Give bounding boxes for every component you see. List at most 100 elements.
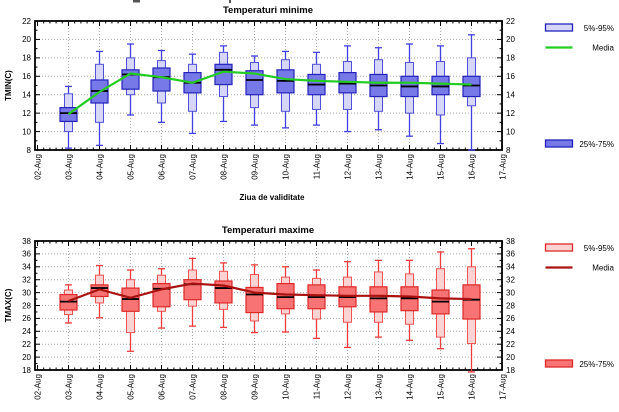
y-tick-label: 18 (22, 366, 31, 375)
y-tick-label: 10 (22, 127, 31, 136)
x-tick-label: 05-Aug (127, 374, 136, 400)
x-tick-label: 17-Aug (499, 154, 508, 180)
legend-inner-range-swatch (544, 139, 574, 148)
y-tick-label: 22 (22, 17, 31, 26)
y-tick-label: 22 (22, 340, 31, 349)
x-tick-label: 17-Aug (499, 374, 508, 400)
y-tick-label: 12 (22, 109, 31, 118)
x-tick-label: 13-Aug (375, 374, 384, 400)
tmin-legend: 5%-95% Media 25%-75% (544, 23, 615, 149)
x-tick-label: 16-Aug (468, 154, 477, 180)
y-tick-label: 8 (27, 146, 32, 155)
x-tick-label: 03-Aug (65, 154, 74, 180)
y-tick-label: 16 (506, 72, 515, 81)
x-tick-label: 07-Aug (189, 154, 198, 180)
x-tick-label: 14-Aug (406, 374, 415, 400)
y-tick-label: 38 (22, 237, 31, 246)
tmax-legend: 5%-95% Media 25%-75% (544, 243, 615, 369)
x-tick-label: 06-Aug (158, 154, 167, 180)
tmax-plot-area: 18 18 20 20 22 22 24 24 26 26 28 28 30 30 32 32 34 34 36 36… (22, 237, 515, 400)
legend-label-outer-range: 5%-95% (584, 24, 614, 33)
x-axis-label: Ziua de validitate (240, 193, 305, 202)
y-tick-label: 16 (22, 72, 31, 81)
chart-title-tmin: Temperaturi minime (223, 5, 313, 16)
x-tick-label: 07-Aug (189, 374, 198, 400)
x-tick-label: 16-Aug (468, 374, 477, 400)
x-tick-label: 13-Aug (375, 154, 384, 180)
x-tick-label: 10-Aug (282, 374, 291, 400)
x-tick-label: 11-Aug (313, 154, 322, 179)
y-tick-label: 38 (506, 237, 515, 246)
iqr-box-25-75-06-Aug (152, 282, 171, 308)
iqr-box-25-75-16-Aug (462, 75, 481, 98)
y-tick-label: 18 (22, 54, 31, 63)
iqr-box-25-75-16-Aug (462, 284, 481, 320)
x-tick-label: 02-Aug (34, 154, 43, 180)
y-tick-label: 18 (506, 54, 515, 63)
y-tick-label: 28 (22, 301, 31, 310)
iqr-box-25-75-06-Aug (152, 67, 171, 92)
cropped-header-text-fragment (133, 0, 231, 3)
y-tick-label: 34 (506, 263, 515, 272)
y-tick-label: 36 (22, 250, 31, 259)
iqr-box-25-75-09-Aug (245, 70, 264, 96)
y-tick-label: 24 (506, 327, 515, 336)
legend-outer-range-swatch (544, 243, 574, 252)
x-tick-label: 10-Aug (282, 154, 291, 180)
x-tick-label: 08-Aug (220, 374, 229, 400)
y-tick-label: 8 (506, 146, 511, 155)
y-tick-label: 18 (506, 366, 515, 375)
x-tick-label: 09-Aug (251, 374, 260, 400)
x-tick-label: 12-Aug (344, 154, 353, 180)
x-tick-label: 09-Aug (251, 154, 260, 180)
y-tick-label: 20 (506, 35, 515, 44)
y-tick-label: 10 (506, 127, 515, 136)
x-tick-label: 04-Aug (96, 374, 105, 400)
x-tick-label: 08-Aug (220, 154, 229, 180)
iqr-box-25-75-10-Aug (276, 282, 295, 310)
x-tick-label: 04-Aug (96, 154, 105, 180)
y-tick-label: 24 (22, 327, 31, 336)
legend-label-mean: Media (592, 264, 614, 273)
y-tick-label: 34 (22, 263, 31, 272)
y-axis-label-tmin: TMIN(C) (4, 70, 13, 101)
x-tick-label: 03-Aug (65, 374, 74, 400)
y-tick-label: 20 (22, 35, 31, 44)
y-tick-label: 32 (506, 276, 515, 285)
mean-line (68, 282, 472, 303)
legend-outer-range-swatch (544, 23, 574, 32)
x-tick-label: 05-Aug (127, 154, 136, 180)
x-tick-label: 02-Aug (34, 374, 43, 400)
y-tick-label: 26 (22, 314, 31, 323)
x-tick-label: 14-Aug (406, 154, 415, 180)
legend-label-inner-range: 25%-75% (579, 140, 614, 149)
y-tick-label: 20 (506, 353, 515, 362)
x-tick-label: 06-Aug (158, 374, 167, 400)
x-tick-label: 11-Aug (313, 374, 322, 399)
y-tick-label: 28 (506, 301, 515, 310)
x-tick-label: 12-Aug (344, 374, 353, 400)
iqr-box-25-75-13-Aug (369, 286, 388, 313)
y-axis-label-tmax: TMAX(C) (4, 288, 13, 322)
iqr-box-25-75-15-Aug (431, 75, 450, 96)
mean-line (67, 70, 472, 115)
x-tick-label: 15-Aug (437, 154, 446, 180)
y-tick-label: 36 (506, 250, 515, 259)
y-tick-label: 30 (506, 288, 515, 297)
y-tick-label: 20 (22, 353, 31, 362)
x-tick-label: 15-Aug (437, 374, 446, 400)
legend-label-outer-range: 5%-95% (584, 244, 614, 253)
y-tick-label: 12 (506, 109, 515, 118)
y-tick-label: 14 (22, 91, 31, 100)
legend-label-inner-range: 25%-75% (579, 360, 614, 369)
tmin-plot-area: 8 8 10 10 12 12 14 14 16 16 18 18 20 20 22 22 02-Aug 03-A… (22, 17, 515, 180)
y-tick-label: 22 (506, 340, 515, 349)
chart-title-tmax: Temperaturi maxime (222, 225, 314, 236)
legend-inner-range-swatch (544, 359, 574, 368)
y-tick-label: 22 (506, 17, 515, 26)
y-tick-label: 14 (506, 91, 515, 100)
y-tick-label: 30 (22, 288, 31, 297)
y-tick-label: 32 (22, 276, 31, 285)
